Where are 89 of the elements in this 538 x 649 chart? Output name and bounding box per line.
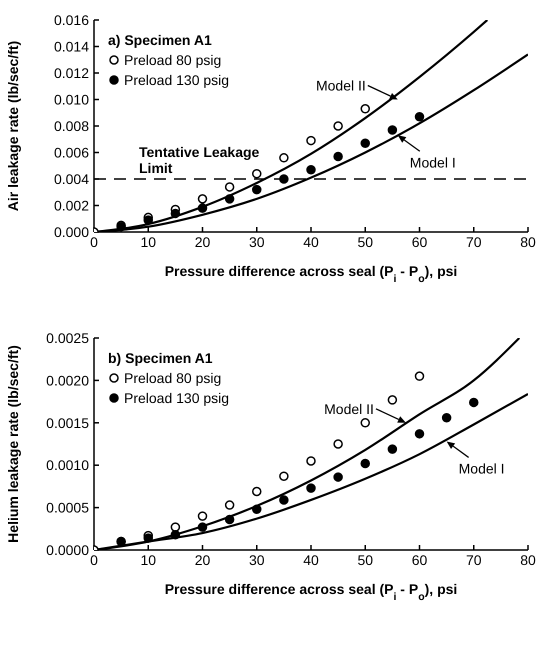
y-tick-label: 0.0000 — [46, 542, 90, 558]
point — [360, 104, 370, 114]
x-tick-label: 10 — [140, 552, 156, 568]
annotation: Model I — [410, 154, 456, 170]
x-tick-label: 30 — [248, 552, 265, 568]
x-axis-title: Pressure difference across seal (P$_{i}$ - P$_{o}$), psi — [164, 581, 458, 603]
point — [469, 398, 478, 408]
point — [170, 522, 180, 532]
y-tick-label: 0.0005 — [46, 500, 90, 516]
point — [170, 208, 180, 218]
point — [306, 136, 316, 146]
legend-label: Preload 130 psig — [124, 71, 230, 90]
point — [144, 215, 153, 225]
point — [252, 184, 262, 194]
x-tick-label: 20 — [194, 234, 210, 250]
point — [333, 152, 343, 162]
legend-title: b) Specimen A1 — [108, 349, 214, 368]
x-tick-label: 50 — [357, 234, 374, 250]
point — [442, 412, 452, 422]
y-tick-label: 0.0020 — [46, 372, 90, 388]
point — [333, 439, 343, 449]
point — [306, 164, 316, 174]
x-tick-label: 30 — [248, 234, 265, 250]
point — [279, 174, 289, 184]
x-tick-label: 70 — [466, 234, 482, 250]
point — [144, 533, 153, 543]
point — [388, 444, 398, 454]
point — [198, 203, 208, 213]
legend-label: Preload 130 psig — [124, 389, 230, 408]
point — [279, 153, 289, 163]
y-tick-label: 0.016 — [54, 12, 90, 28]
legend-title: a) Specimen A1 — [108, 31, 213, 50]
x-tick-label: 0 — [90, 552, 98, 568]
point — [388, 395, 398, 405]
point — [198, 522, 208, 532]
y-tick-label: 0.0025 — [46, 330, 90, 346]
y-tick-label: 0.002 — [54, 197, 90, 214]
point — [360, 458, 370, 468]
point — [306, 456, 316, 466]
point — [252, 504, 262, 514]
legend-label: Preload 80 psig — [124, 369, 222, 388]
x-axis-title: Pressure difference across seal (P$_{i}$ - P$_{o}$), psi — [164, 263, 458, 285]
point — [279, 495, 289, 505]
point — [252, 168, 262, 178]
point — [388, 125, 398, 135]
y-tick-label: 0.0010 — [46, 457, 90, 474]
x-tick-label: 70 — [466, 552, 482, 568]
point — [360, 418, 370, 428]
legend-label: Preload 80 psig — [124, 51, 222, 70]
point — [224, 194, 234, 204]
annotation: Model II — [316, 78, 366, 94]
point — [414, 429, 424, 439]
x-tick-label: 0 — [90, 234, 98, 250]
y-tick-label: 0.004 — [54, 170, 90, 187]
y-tick-label: 0.010 — [54, 91, 90, 108]
y-tick-label: 0.0015 — [46, 414, 90, 431]
x-tick-label: 20 — [194, 552, 210, 568]
y-tick-label: 0.000 — [54, 224, 90, 240]
point — [414, 112, 424, 122]
annotation: Model II — [324, 400, 374, 417]
point — [224, 182, 234, 192]
point — [333, 121, 343, 131]
x-tick-label: 60 — [412, 234, 428, 250]
point — [252, 486, 262, 496]
x-tick-label: 80 — [520, 552, 536, 568]
point — [224, 514, 234, 524]
annotation: Model I — [458, 460, 505, 476]
x-tick-label: 80 — [520, 234, 536, 250]
x-tick-label: 50 — [357, 552, 374, 568]
point — [360, 138, 370, 148]
y-axis-title: Helium leakage rate (lb/sec/ft) — [5, 345, 21, 543]
y-tick-label: 0.006 — [54, 144, 90, 160]
x-tick-label: 10 — [140, 234, 156, 250]
x-tick-label: 60 — [412, 552, 428, 568]
x-tick-label: 40 — [303, 552, 319, 568]
y-tick-label: 0.008 — [54, 118, 90, 134]
point — [198, 194, 208, 204]
y-tick-label: 0.014 — [54, 38, 90, 54]
y-axis-title: Air leakage rate (lb/sec/ft) — [5, 40, 21, 212]
point — [224, 500, 234, 510]
point — [198, 511, 208, 521]
y-tick-label: 0.012 — [54, 64, 90, 81]
point — [279, 471, 289, 481]
point — [306, 483, 316, 493]
point — [414, 371, 424, 381]
x-tick-label: 40 — [303, 234, 319, 250]
ref-line-label: Tentative Leakage Limit — [139, 144, 260, 176]
point — [170, 530, 180, 540]
point — [333, 472, 343, 482]
